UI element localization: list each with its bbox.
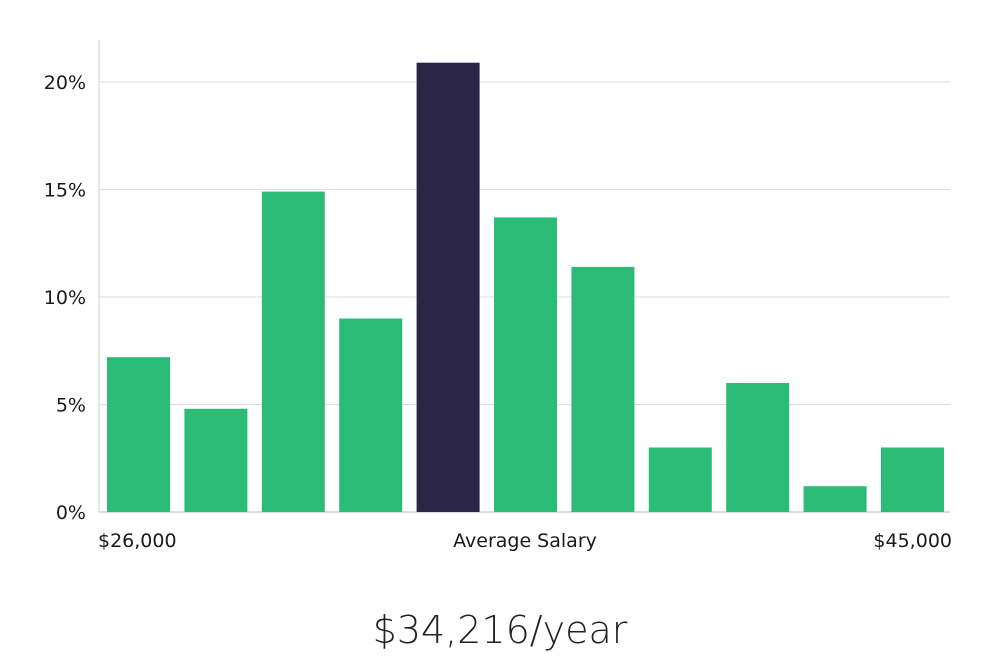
x-label-max: $45,000 (873, 530, 952, 552)
bar (107, 357, 170, 512)
x-label-min: $26,000 (98, 530, 177, 552)
y-tick-label: 5% (56, 395, 86, 417)
bar-highlight (416, 62, 480, 512)
bar (803, 486, 867, 512)
bar (261, 191, 325, 512)
x-label-center: Average Salary (453, 530, 597, 552)
bar (648, 447, 712, 512)
bar (184, 408, 248, 512)
bar (726, 383, 790, 512)
y-tick-label: 0% (56, 502, 86, 524)
bar (881, 447, 944, 512)
salary-distribution-chart: 0% 5% 10% 15% 20% $26,000 Average Salary $45… (44, 40, 952, 552)
y-tick-label: 15% (44, 180, 86, 202)
bars (107, 62, 944, 512)
average-salary-value: $34,216/year (372, 608, 628, 652)
y-tick-labels: 0% 5% 10% 15% 20% (44, 72, 86, 524)
bar (571, 266, 635, 512)
bar (494, 217, 557, 512)
bar (339, 318, 403, 512)
y-tick-label: 10% (44, 287, 86, 309)
y-tick-label: 20% (44, 72, 86, 94)
